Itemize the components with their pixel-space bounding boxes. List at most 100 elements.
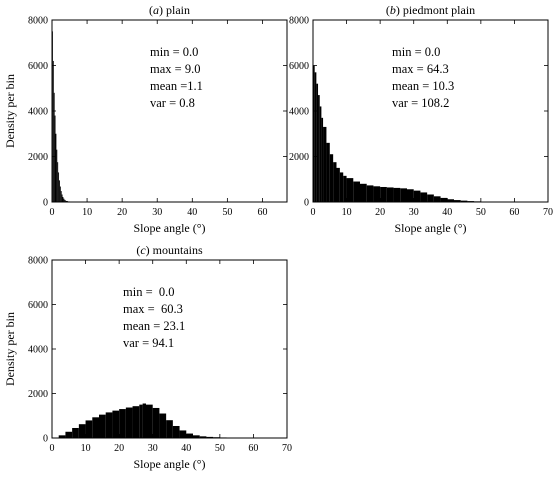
histogram-bar bbox=[68, 201, 70, 202]
histogram-bar bbox=[200, 436, 207, 438]
y-tick-label: 6000 bbox=[28, 300, 48, 311]
stat-annotation: var = 108.2 bbox=[392, 96, 449, 110]
histogram-bar bbox=[166, 420, 173, 438]
y-tick-label: 6000 bbox=[289, 61, 309, 72]
histogram-bar bbox=[79, 424, 86, 438]
x-tick-label: 10 bbox=[342, 207, 352, 218]
histogram-bar bbox=[186, 434, 193, 438]
x-tick-label: 0 bbox=[50, 443, 55, 454]
histogram-bar bbox=[220, 437, 227, 438]
x-tick-label: 40 bbox=[442, 207, 452, 218]
histogram-bar bbox=[59, 435, 66, 438]
histogram-bar bbox=[159, 414, 166, 438]
histogram-bar bbox=[72, 428, 79, 438]
histogram-bar bbox=[133, 406, 140, 438]
histogram-bar bbox=[318, 95, 320, 202]
y-tick-label: 0 bbox=[43, 198, 48, 209]
histogram-bar bbox=[333, 162, 336, 202]
stat-annotation: mean = 23.1 bbox=[123, 319, 185, 333]
x-tick-label: 50 bbox=[222, 207, 232, 218]
histogram-bar bbox=[316, 84, 318, 202]
histogram-bar bbox=[315, 72, 317, 202]
histogram-bar bbox=[420, 192, 427, 202]
stat-annotation: max = 60.3 bbox=[123, 302, 183, 316]
histogram-bar bbox=[441, 198, 448, 202]
histogram-bar bbox=[66, 201, 68, 202]
histogram-bar bbox=[414, 191, 421, 202]
x-tick-label: 30 bbox=[148, 443, 158, 454]
histogram-bar bbox=[321, 118, 323, 202]
x-tick-label: 70 bbox=[282, 443, 292, 454]
histogram-bar bbox=[139, 405, 142, 438]
histogram-bar bbox=[60, 187, 61, 202]
y-tick-label: 0 bbox=[304, 198, 309, 209]
histogram-bar bbox=[59, 180, 60, 202]
x-tick-label: 60 bbox=[257, 207, 267, 218]
histogram-bar bbox=[427, 194, 434, 202]
panel-title: (c) mountains bbox=[136, 243, 203, 257]
stat-annotation: var = 0.8 bbox=[150, 96, 195, 110]
x-tick-label: 60 bbox=[509, 207, 519, 218]
histogram-bar bbox=[380, 187, 387, 202]
stat-annotation: max = 64.3 bbox=[392, 62, 449, 76]
x-axis-label: Slope angle (°) bbox=[394, 221, 466, 235]
histogram-bar bbox=[394, 188, 401, 202]
x-tick-label: 20 bbox=[375, 207, 385, 218]
histogram-bar bbox=[54, 93, 55, 202]
histogram-bar bbox=[112, 411, 119, 438]
histogram-bar bbox=[313, 66, 315, 203]
histogram-bar bbox=[62, 194, 63, 202]
stat-annotation: min = 0.0 bbox=[123, 285, 175, 299]
histogram-bar bbox=[360, 184, 367, 202]
y-tick-label: 2000 bbox=[28, 152, 48, 163]
histogram-bar bbox=[146, 405, 153, 438]
histogram-bar bbox=[180, 430, 187, 438]
stat-annotation: mean =1.1 bbox=[150, 79, 203, 93]
histogram-bar bbox=[143, 404, 146, 438]
histogram-bar bbox=[106, 412, 113, 438]
histogram-bar bbox=[373, 186, 380, 202]
histogram-bar bbox=[387, 187, 394, 202]
x-tick-label: 50 bbox=[476, 207, 486, 218]
x-tick-label: 50 bbox=[215, 443, 225, 454]
histogram-bar bbox=[213, 437, 220, 438]
x-tick-label: 40 bbox=[187, 207, 197, 218]
histogram-bar bbox=[400, 188, 407, 202]
histogram-bar bbox=[353, 182, 360, 202]
histogram-bar bbox=[119, 409, 126, 438]
panel-title: (a) plain bbox=[149, 3, 190, 17]
histogram-bar bbox=[337, 168, 340, 202]
histogram-bar bbox=[61, 191, 62, 202]
x-tick-label: 40 bbox=[181, 443, 191, 454]
histogram-bar bbox=[340, 172, 343, 202]
x-tick-label: 70 bbox=[543, 207, 553, 218]
x-tick-label: 20 bbox=[117, 207, 127, 218]
x-tick-label: 30 bbox=[409, 207, 419, 218]
histogram-bar bbox=[58, 172, 59, 202]
stat-annotation: max = 9.0 bbox=[150, 62, 200, 76]
histogram-bar bbox=[86, 420, 93, 438]
histogram-bar bbox=[65, 432, 72, 438]
histogram-bar bbox=[53, 61, 54, 202]
histogram-bar bbox=[474, 201, 481, 202]
histogram-bar bbox=[343, 176, 346, 202]
histogram-bar bbox=[56, 150, 57, 202]
histogram-bar bbox=[52, 31, 53, 202]
histogram-bar bbox=[126, 408, 133, 438]
histogram-bar bbox=[206, 437, 213, 438]
stat-annotation: mean = 10.3 bbox=[392, 79, 454, 93]
y-tick-label: 4000 bbox=[28, 345, 48, 356]
histogram-bar bbox=[92, 417, 99, 438]
y-tick-label: 6000 bbox=[28, 61, 48, 72]
histogram-bar bbox=[63, 197, 64, 202]
histogram-bar bbox=[320, 106, 322, 202]
histogram-bar bbox=[193, 435, 200, 438]
histogram-bar bbox=[454, 200, 461, 202]
stat-annotation: var = 94.1 bbox=[123, 336, 174, 350]
histogram-bar bbox=[99, 415, 106, 438]
histogram-bar bbox=[55, 116, 56, 202]
